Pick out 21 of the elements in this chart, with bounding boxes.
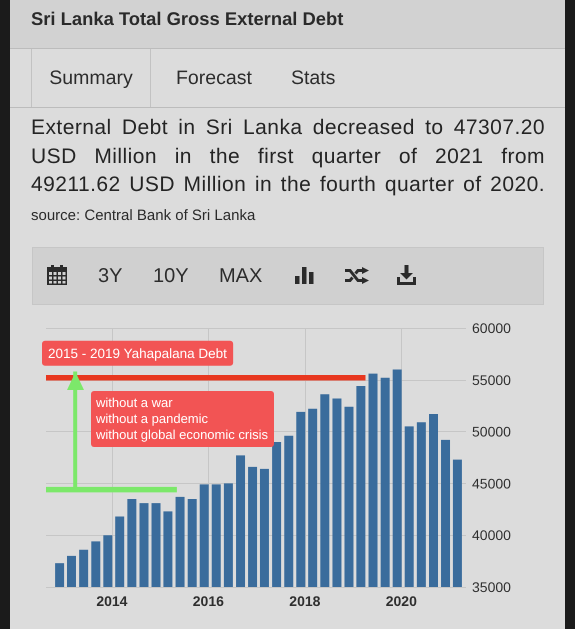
text: Stats (291, 66, 336, 91)
y-tick-label: 40000 (472, 527, 512, 544)
series-label: 2015 - 2019 Yahapalana Debt (48, 346, 228, 362)
chart-title: Sri Lanka Total Gross External Debt (31, 7, 344, 31)
x-tick-label: 2016 (192, 593, 224, 609)
x-tick-label: 2018 (289, 593, 321, 609)
x-tick-label: 2014 (96, 593, 128, 609)
text: 3Y (98, 264, 122, 289)
y-tick-label: 50000 (472, 424, 512, 440)
y-tick-label: 55000 (472, 372, 512, 388)
annotation: without a war without a pandemic without global economic crisis (91, 391, 274, 447)
chart-subtitle: External Debt in Sri Lanka decreased to 47307.20 USD Million in the first quarter of 2021 from 49211.62 USD Million in the fourth quarter of 2020. (31, 115, 545, 198)
text: Forecast (176, 66, 252, 91)
y-tick-label: 60000 (472, 320, 512, 336)
source-note: source: Central Bank of Sri Lanka (31, 206, 256, 225)
y-tick-label: 45000 (472, 475, 512, 492)
text: 10Y (153, 264, 189, 289)
text: Summary (31, 49, 151, 107)
text: MAX (219, 264, 262, 289)
x-tick-label: 2020 (386, 593, 418, 609)
y-tick-label: 35000 (472, 579, 512, 595)
